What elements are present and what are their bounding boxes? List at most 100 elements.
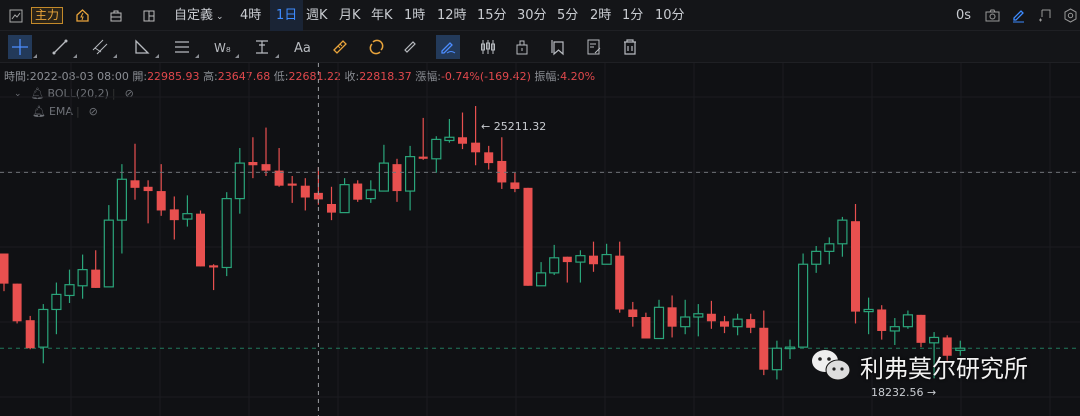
bell-icon[interactable]: 🔔︎ (32, 105, 46, 118)
candle-up (38, 308, 49, 348)
indicator-ema[interactable]: 🔔︎ EMA | ⊘ (32, 105, 98, 118)
pen-icon[interactable] (1010, 8, 1026, 23)
candle-down (91, 269, 101, 288)
candle-down (851, 221, 860, 312)
interval-4[interactable]: 年K (371, 8, 393, 23)
candle-up (889, 326, 900, 332)
candle-up (64, 284, 75, 297)
candle-down (484, 152, 494, 164)
candle-up (431, 138, 442, 160)
candle-down (156, 191, 166, 211)
candle-down (25, 320, 35, 349)
interval-3[interactable]: 月K (339, 8, 361, 23)
interval-8[interactable]: 30分 (517, 8, 547, 23)
interval-0[interactable]: 4時 (240, 8, 262, 23)
note-tool-button[interactable] (582, 35, 606, 59)
horizontal-lines-tool-button[interactable] (170, 35, 199, 59)
candle-up (680, 316, 691, 328)
candle-up (116, 178, 128, 221)
wave-icon: W₈ (214, 41, 231, 55)
high-value: 23647.68 (217, 70, 271, 83)
text-icon: Aa (294, 41, 311, 56)
compare-tool-button[interactable] (476, 35, 500, 59)
wave-tool-button[interactable]: W₈ (210, 35, 239, 59)
candle-up (693, 313, 704, 318)
chevron-down-icon[interactable]: ⌄ (14, 88, 22, 99)
candle-up (824, 243, 835, 252)
text-tool-button[interactable]: Aa (291, 35, 315, 59)
camera-icon[interactable] (984, 8, 1000, 23)
candle-down (497, 160, 507, 183)
interval-2[interactable]: 週K (306, 8, 328, 23)
lock-tool-button[interactable] (510, 35, 534, 59)
eye-off-icon[interactable]: ⊘ (88, 105, 98, 118)
candle-up (444, 136, 455, 142)
time-label: 時間: (4, 70, 30, 83)
wechat-logo-icon (812, 350, 851, 381)
candle-down (261, 164, 271, 171)
main-chart-badge[interactable]: 主力 (31, 7, 64, 24)
indicator-name: EMA (48, 105, 73, 118)
candle-down (589, 255, 598, 265)
max-price-value: 25211.32 (493, 120, 547, 133)
candle-up (103, 219, 114, 288)
watermark: 利弗莫尔研究所 (810, 348, 1028, 384)
candle-down (12, 283, 22, 322)
interval-1[interactable]: 1日 (270, 0, 304, 31)
candle-up (405, 156, 416, 192)
interval-9[interactable]: 5分 (557, 8, 579, 23)
interval-6[interactable]: 12時 (437, 8, 467, 23)
interval-10[interactable]: 2時 (590, 8, 612, 23)
custom-interval-dropdown[interactable]: 自定義 ⌄ (174, 0, 224, 31)
time-value: 2022-08-03 08:00 (29, 70, 129, 83)
candle-down (458, 137, 467, 144)
measure-tool-button[interactable] (328, 35, 352, 59)
crop-add-icon[interactable] (1036, 8, 1052, 23)
crosshair-tool-button[interactable] (8, 35, 37, 59)
compare-icon (481, 40, 495, 54)
candle-up (601, 253, 612, 265)
candle-down (274, 170, 284, 186)
low-label: 低: (273, 70, 289, 83)
gear-icon[interactable] (1062, 8, 1078, 23)
candle-down (130, 180, 140, 188)
interval-11[interactable]: 1分 (622, 8, 644, 23)
candle-down (327, 203, 336, 213)
text-range-icon (256, 40, 268, 54)
candlestick-chart[interactable] (0, 63, 1080, 416)
triangle-tool-button[interactable] (130, 35, 159, 59)
change-value: -0.74%(-169.42) (440, 70, 531, 83)
svg-text:Aa: Aa (294, 41, 311, 56)
parallel-channel-tool-button[interactable] (88, 35, 117, 59)
briefcase-icon[interactable] (108, 8, 123, 23)
magnet-tool-button[interactable] (365, 35, 389, 59)
ruler-icon (404, 41, 416, 53)
candle-up (77, 269, 88, 287)
candle-down (562, 256, 572, 263)
layout-icon[interactable] (141, 8, 156, 23)
low-value: 22681.22 (288, 70, 342, 83)
alert-house-icon[interactable] (74, 7, 90, 23)
text-range-tool-button[interactable] (250, 35, 279, 59)
countdown: 0s (956, 8, 972, 23)
chart-icon[interactable] (8, 8, 23, 23)
interval-12[interactable]: 10分 (655, 8, 685, 23)
note-icon (587, 39, 601, 55)
ohlc-info-line: 時間:2022-08-03 08:00 開:22985.93 高:23647.6… (4, 68, 595, 84)
candle-up (955, 347, 966, 351)
bookmark-icon (551, 40, 564, 56)
interval-7[interactable]: 15分 (477, 8, 507, 23)
candle-down (0, 253, 9, 284)
bookmark-tool-button[interactable] (546, 35, 570, 59)
measure-icon (333, 40, 347, 54)
draw-mode-tool-button[interactable] (436, 35, 460, 59)
trash-tool-button[interactable] (618, 35, 642, 59)
interval-5[interactable]: 1時 (404, 8, 426, 23)
trash-icon (624, 39, 636, 55)
eye-off-icon[interactable]: ⊘ (124, 87, 134, 100)
trend-line-tool-button[interactable] (48, 35, 77, 59)
candle-down (248, 162, 258, 166)
candle-down (392, 164, 402, 192)
ruler-tool-button[interactable] (398, 35, 422, 59)
candle-down (706, 313, 716, 322)
